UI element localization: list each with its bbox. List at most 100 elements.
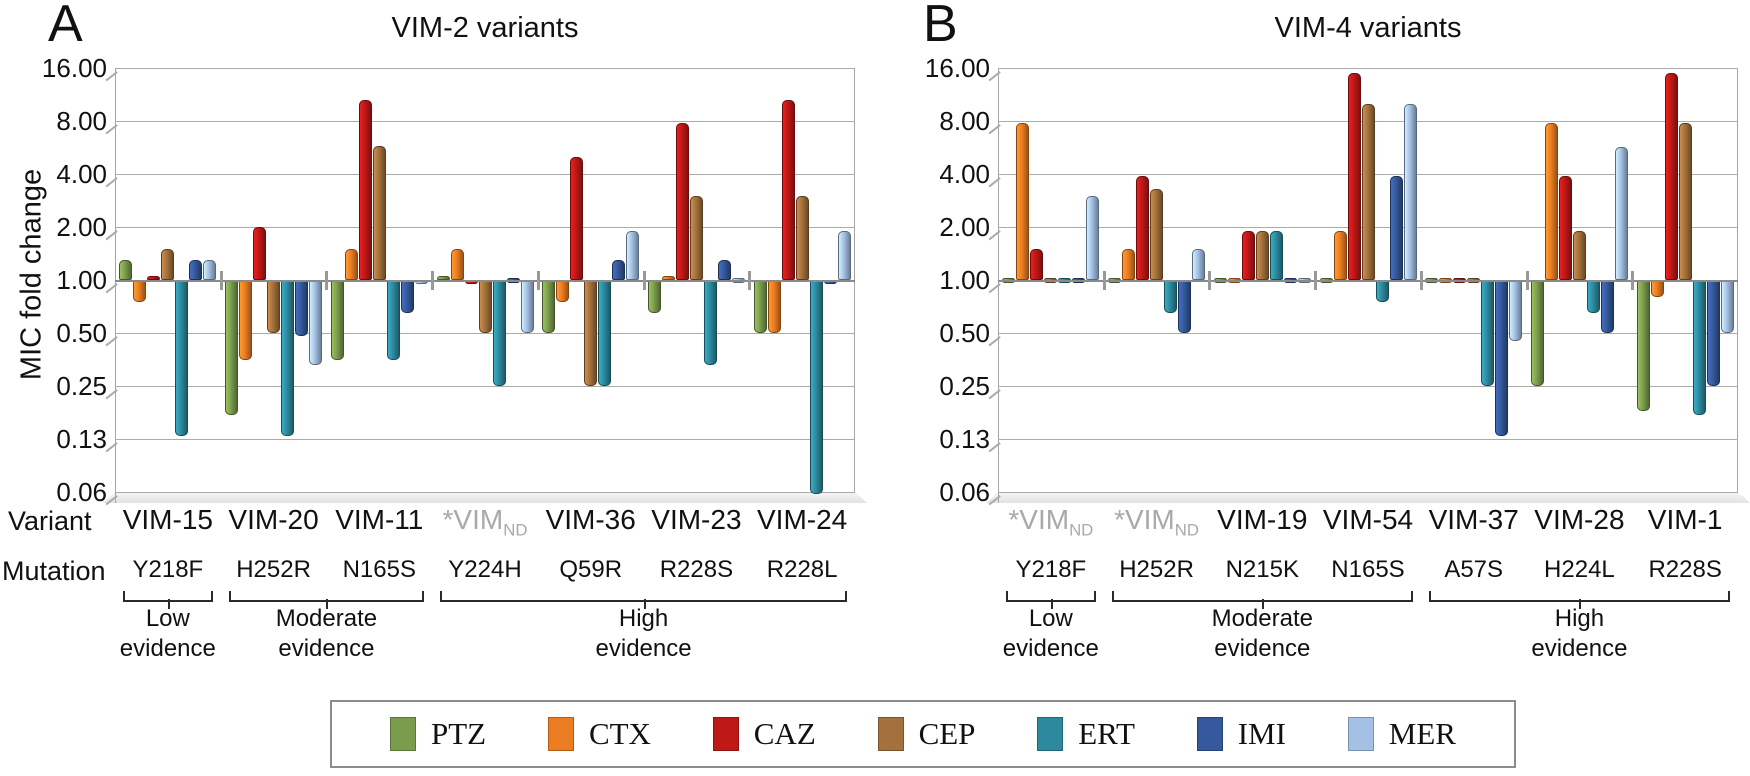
bar-cep (1572, 230, 1586, 280)
bar-ert (598, 280, 612, 386)
evidence-label: High evidence (484, 604, 804, 664)
chart-title-b: VIM-4 variants (1274, 12, 1462, 44)
bar-ptz (119, 259, 133, 280)
evidence-bracket-mid-tick (1262, 599, 1265, 609)
evidence-bracket (123, 590, 213, 609)
bar-caz (1136, 175, 1150, 280)
panel-b: B VIM-4 variants 16.00 8.00 4.00 2.00 1.00 0.… (875, 0, 1750, 695)
gridline (105, 174, 855, 187)
legend-swatch-cep (877, 717, 904, 751)
bar-ctx (133, 280, 147, 302)
bar-ert (1269, 230, 1283, 280)
bar-cep (689, 195, 703, 280)
y-tick-label: 0.25 (939, 371, 990, 401)
gridline (988, 439, 1738, 452)
bar-ctx (450, 248, 464, 280)
bar-ctx (344, 248, 358, 280)
mutation-label: R228L (766, 556, 838, 583)
bar-imi (295, 280, 309, 337)
y-tick-label: 0.50 (939, 318, 990, 348)
y-tick-label: 4.00 (939, 159, 990, 189)
bar-mer (520, 280, 534, 333)
bar-mer (837, 230, 851, 280)
mutation-label: Q59R (559, 556, 623, 583)
bar-caz (253, 227, 267, 280)
bar-ctx (1122, 248, 1136, 280)
bar-imi (717, 259, 731, 280)
evidence-label-line1: Moderate (1211, 605, 1313, 632)
legend-item-mer: MER (1347, 716, 1456, 752)
bar-imi (1706, 280, 1720, 386)
variant-label: VIM-20 (228, 504, 319, 535)
evidence-label-line1: Moderate (275, 605, 378, 632)
plot-area-b (988, 68, 1738, 505)
panel-a: A VIM-2 variants MIC fold change Variant… (0, 0, 875, 695)
baseline-group-tick (1314, 271, 1318, 290)
panel-letter-a: A (48, 0, 83, 53)
bar-ert (1586, 280, 1600, 313)
bar-cep (1361, 103, 1375, 280)
bar-ert (1692, 280, 1706, 416)
bar-imi (1600, 280, 1614, 333)
evidence-bracket (1006, 590, 1096, 609)
y-tick-label: 8.00 (939, 106, 990, 136)
evidence-label: Moderate evidence (1102, 604, 1422, 664)
evidence-bracket (440, 590, 847, 609)
variant-label: VIM-36 (545, 504, 636, 535)
bar-mer (309, 280, 323, 365)
evidence-label-line1: Low (1028, 605, 1073, 632)
legend-item-caz: CAZ (712, 716, 816, 752)
y-tick-label: 0.13 (939, 424, 990, 454)
bar-imi (400, 280, 414, 313)
mutation-label: Y218F (132, 556, 204, 583)
y-tick-label: 1.00 (939, 265, 990, 295)
mutation-row-label: Mutation (2, 556, 106, 586)
variant-label: *VIMND (1008, 504, 1094, 540)
mutation-label: A57S (1444, 556, 1504, 583)
bar-ptz (225, 280, 239, 416)
bar-ert (1481, 280, 1495, 386)
bar-caz (147, 276, 161, 280)
variant-row-label: Variant (8, 506, 92, 536)
variant-label: VIM-23 (651, 504, 742, 535)
bar-mer (1403, 103, 1417, 280)
variant-label: *VIMND (1114, 504, 1200, 540)
variant-label: VIM-11 (335, 504, 424, 535)
legend-item-ctx: CTX (547, 716, 651, 752)
bar-ert (175, 280, 189, 436)
baseline-group-tick (325, 271, 329, 290)
legend-swatch-mer (1347, 717, 1374, 751)
evidence-bracket-mid-tick (326, 599, 329, 609)
mutation-label: N165S (1331, 556, 1405, 583)
variant-label: VIM-54 (1322, 504, 1414, 535)
baseline-group-tick (642, 271, 646, 290)
variant-label: VIM-15 (122, 504, 213, 535)
bar-mer (1614, 146, 1628, 280)
bar-cep (584, 280, 598, 386)
bar-mer (626, 230, 640, 280)
bar-ctx (239, 280, 253, 361)
bar-caz (781, 100, 795, 280)
legend-item-ert: ERT (1037, 716, 1135, 752)
bar-caz (1347, 72, 1361, 280)
baseline-group-tick (219, 271, 223, 290)
bar-ert (281, 280, 295, 436)
bar-caz (1030, 248, 1044, 280)
y-tick-label: 0.06 (56, 477, 107, 507)
bar-imi (189, 259, 203, 280)
y-tick-label: 0.06 (939, 477, 990, 507)
y-tick-label: 1.00 (56, 265, 107, 295)
evidence-label: Low evidence (891, 604, 1211, 664)
bar-ptz (1530, 280, 1544, 386)
evidence-bracket (228, 590, 425, 609)
bar-ctx (1333, 230, 1347, 280)
baseline-group-tick (536, 271, 540, 290)
bar-ptz (647, 280, 661, 313)
evidence-bracket-mid-tick (1050, 599, 1053, 609)
evidence-label: High evidence (1419, 604, 1739, 664)
bar-mer (1720, 280, 1734, 333)
bar-ctx (661, 276, 675, 280)
plot-area-a (105, 68, 855, 505)
evidence-bracket (1111, 590, 1413, 609)
bar-ptz (330, 280, 344, 361)
